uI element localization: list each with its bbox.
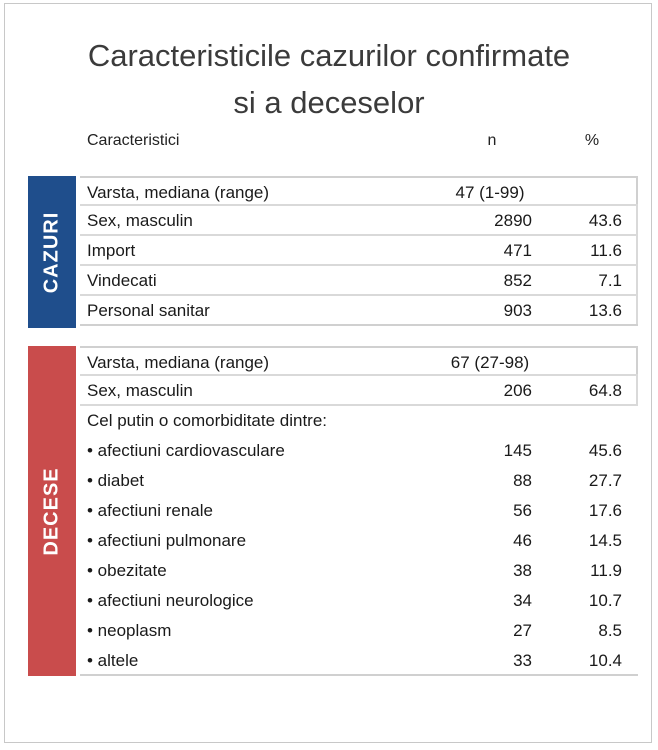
table-row: Personal sanitar 903 13.6 bbox=[80, 296, 638, 326]
table-row: • afectiuni renale 56 17.6 bbox=[80, 496, 638, 526]
row-percent: 13.6 bbox=[588, 301, 622, 320]
row-label: Varsta, mediana (range) bbox=[87, 183, 270, 202]
table-row: • afectiuni cardiovasculare 145 45.6 bbox=[80, 436, 638, 466]
row-n: 88 bbox=[513, 471, 532, 490]
row-median-value: 67 (27-98) bbox=[450, 353, 530, 372]
table-row: Vindecati 852 7.1 bbox=[80, 266, 638, 296]
figure-frame bbox=[4, 3, 652, 743]
comorbidity-heading-row: Cel putin o comorbiditate dintre: bbox=[80, 406, 638, 436]
column-header-characteristics: Caracteristici bbox=[87, 132, 180, 149]
row-label: Import bbox=[87, 241, 136, 260]
row-label: Personal sanitar bbox=[87, 301, 210, 320]
row-n: 56 bbox=[513, 501, 532, 520]
cazuri-band: CAZURI bbox=[28, 176, 76, 328]
table-row: • neoplasm 27 8.5 bbox=[80, 616, 638, 646]
row-label: • diabet bbox=[87, 471, 144, 490]
row-label: Sex, masculin bbox=[87, 211, 193, 230]
row-median-value: 47 (1-99) bbox=[455, 183, 525, 202]
title-line-1: Caracteristicile cazurilor confirmate bbox=[87, 38, 571, 73]
decese-table: Varsta, mediana (range) 67 (27-98) Sex, … bbox=[80, 346, 638, 676]
decese-sex-row: Sex, masculin 206 64.8 bbox=[80, 376, 638, 406]
row-label: • afectiuni cardiovasculare bbox=[87, 441, 285, 460]
row-percent: 10.7 bbox=[588, 591, 622, 610]
row-n: 33 bbox=[513, 651, 532, 670]
table-row: • obezitate 38 11.9 bbox=[80, 556, 638, 586]
cazuri-table: Varsta, mediana (range) 47 (1-99) Sex, m… bbox=[80, 176, 638, 326]
row-label: Vindecati bbox=[87, 271, 157, 290]
table-row: • altele 33 10.4 bbox=[80, 646, 638, 676]
row-n: 145 bbox=[503, 441, 532, 460]
row-percent: 27.7 bbox=[588, 471, 622, 490]
row-percent: 45.6 bbox=[588, 441, 622, 460]
row-n: 852 bbox=[503, 271, 532, 290]
cazuri-band-label: CAZURI bbox=[40, 211, 63, 293]
table-row: Sex, masculin 2890 43.6 bbox=[80, 206, 638, 236]
row-n: 206 bbox=[503, 381, 532, 400]
row-label: Varsta, mediana (range) bbox=[87, 353, 270, 372]
row-percent: 10.4 bbox=[588, 651, 622, 670]
row-label: • afectiuni renale bbox=[87, 501, 213, 520]
row-n: 2890 bbox=[494, 211, 532, 230]
page-title: Caracteristicile cazurilor confirmate si… bbox=[0, 32, 658, 126]
cazuri-median-row: Varsta, mediana (range) 47 (1-99) bbox=[80, 176, 638, 206]
title-line-2: si a deceselor bbox=[233, 85, 425, 120]
row-n: 27 bbox=[513, 621, 532, 640]
row-label: • neoplasm bbox=[87, 621, 172, 640]
table-row: Import 471 11.6 bbox=[80, 236, 638, 266]
row-percent: 8.5 bbox=[598, 621, 622, 640]
row-n: 46 bbox=[513, 531, 532, 550]
table-row: • diabet 88 27.7 bbox=[80, 466, 638, 496]
row-label: • obezitate bbox=[87, 561, 167, 580]
row-percent: 43.6 bbox=[588, 211, 622, 230]
row-n: 34 bbox=[513, 591, 532, 610]
column-header-n: n bbox=[487, 132, 497, 149]
decese-band-label: DECESE bbox=[40, 466, 63, 556]
decese-median-row: Varsta, mediana (range) 67 (27-98) bbox=[80, 346, 638, 376]
decese-band: DECESE bbox=[28, 346, 76, 676]
row-label: • afectiuni neurologice bbox=[87, 591, 254, 610]
row-label: • afectiuni pulmonare bbox=[87, 531, 247, 550]
row-n: 38 bbox=[513, 561, 532, 580]
table-row: • afectiuni neurologice 34 10.7 bbox=[80, 586, 638, 616]
comorbidity-heading: Cel putin o comorbiditate dintre: bbox=[87, 411, 328, 430]
row-percent: 11.6 bbox=[590, 241, 622, 260]
row-percent: 17.6 bbox=[588, 501, 622, 520]
row-percent: 14.5 bbox=[588, 531, 622, 550]
row-percent: 7.1 bbox=[598, 271, 622, 290]
row-label: Sex, masculin bbox=[87, 381, 193, 400]
table-row: • afectiuni pulmonare 46 14.5 bbox=[80, 526, 638, 556]
row-label: • altele bbox=[87, 651, 139, 670]
column-header-percent: % bbox=[584, 132, 600, 149]
row-n: 471 bbox=[503, 241, 532, 260]
row-n: 903 bbox=[503, 301, 532, 320]
row-percent: 64.8 bbox=[588, 381, 622, 400]
row-percent: 11.9 bbox=[590, 561, 622, 580]
